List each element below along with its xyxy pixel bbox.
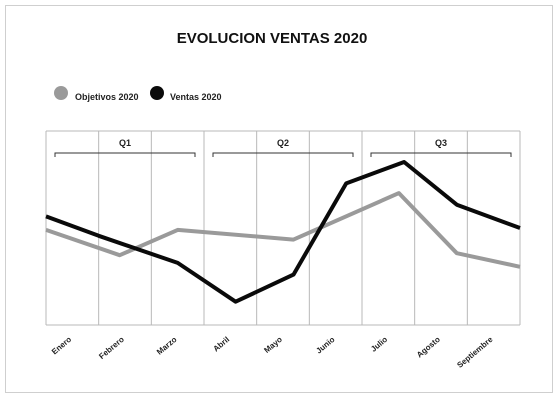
quarter-bracket-q2 <box>212 152 354 157</box>
x-tick-label: Junio <box>314 335 336 356</box>
legend-marker-objetivos <box>54 86 68 100</box>
legend-marker-ventas <box>150 86 164 100</box>
legend-label-ventas: Ventas 2020 <box>170 92 222 102</box>
quarter-bracket-q1 <box>54 152 196 157</box>
x-tick-label: Febrero <box>97 335 126 361</box>
legend: Objetivos 2020 Ventas 2020 <box>54 86 222 102</box>
chart-frame <box>5 5 553 393</box>
quarter-bracket-q3 <box>370 152 512 157</box>
x-tick-label: Enero <box>50 335 73 357</box>
x-tick-label: Mayo <box>262 335 284 355</box>
legend-label-objetivos: Objetivos 2020 <box>75 92 139 102</box>
chart-title: EVOLUCION VENTAS 2020 <box>177 30 368 47</box>
series-line-ventas-2020 <box>45 160 521 304</box>
x-tick-label: Septiembre <box>455 335 495 370</box>
quarter-label-q1: Q1 <box>119 138 131 148</box>
quarter-label-q2: Q2 <box>277 138 289 148</box>
quarter-label-q3: Q3 <box>435 138 447 148</box>
x-tick-label: Abril <box>211 335 231 354</box>
series-line-objetivos-2020 <box>45 191 521 269</box>
x-tick-label: Agosto <box>415 335 442 360</box>
plot-area: Q1 Q2 Q3 Enero Febrero Marzo Abril Mayo Junio Jul… <box>45 130 521 370</box>
x-tick-label: Marzo <box>155 335 179 357</box>
x-tick-label: Julio <box>369 335 389 354</box>
